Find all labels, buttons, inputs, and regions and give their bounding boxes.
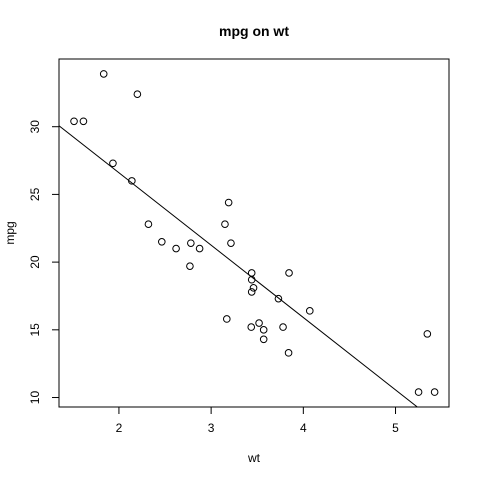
data-point bbox=[109, 159, 117, 168]
data-point bbox=[285, 269, 293, 277]
data-point bbox=[227, 239, 235, 247]
data-point bbox=[249, 284, 258, 292]
data-point bbox=[144, 220, 153, 228]
data-point bbox=[259, 335, 268, 344]
data-point bbox=[186, 262, 194, 270]
y-tick-label: 15 bbox=[28, 323, 42, 337]
y-axis: 10 15 20 25 30 bbox=[28, 120, 60, 405]
data-point bbox=[414, 388, 423, 396]
x-tick-label: 3 bbox=[208, 421, 215, 435]
data-point bbox=[430, 388, 439, 396]
y-axis-title: mpg bbox=[3, 221, 17, 244]
data-point bbox=[195, 244, 204, 253]
data-point bbox=[284, 349, 293, 357]
y-tick-label: 10 bbox=[28, 391, 42, 405]
data-point bbox=[255, 319, 263, 327]
x-axis-title: wt bbox=[247, 451, 261, 465]
data-point bbox=[259, 326, 268, 334]
data-point bbox=[247, 269, 256, 277]
x-tick-label: 5 bbox=[392, 421, 399, 435]
plot-area bbox=[59, 70, 439, 407]
regression-line bbox=[59, 125, 419, 407]
data-point bbox=[223, 315, 231, 323]
data-point bbox=[158, 238, 166, 246]
data-point bbox=[247, 288, 256, 296]
y-tick-label: 20 bbox=[28, 255, 42, 269]
data-point bbox=[279, 323, 287, 331]
data-point bbox=[172, 244, 180, 253]
data-point bbox=[70, 117, 78, 126]
data-point bbox=[305, 307, 314, 315]
x-tick-label: 4 bbox=[300, 421, 307, 435]
x-tick-label: 2 bbox=[116, 421, 123, 435]
y-tick-label: 30 bbox=[28, 120, 42, 134]
data-point bbox=[221, 220, 229, 228]
data-point bbox=[247, 323, 256, 331]
chart-title: mpg on wt bbox=[219, 23, 289, 39]
data-point bbox=[274, 294, 283, 303]
data-point bbox=[79, 117, 88, 126]
data-point bbox=[187, 239, 195, 247]
x-axis: 2 3 4 5 bbox=[116, 406, 399, 435]
data-point bbox=[99, 70, 108, 78]
data-point bbox=[128, 177, 136, 185]
y-tick-label: 25 bbox=[28, 187, 42, 201]
data-point bbox=[224, 198, 233, 207]
data-point bbox=[423, 330, 432, 338]
data-point bbox=[133, 90, 142, 99]
